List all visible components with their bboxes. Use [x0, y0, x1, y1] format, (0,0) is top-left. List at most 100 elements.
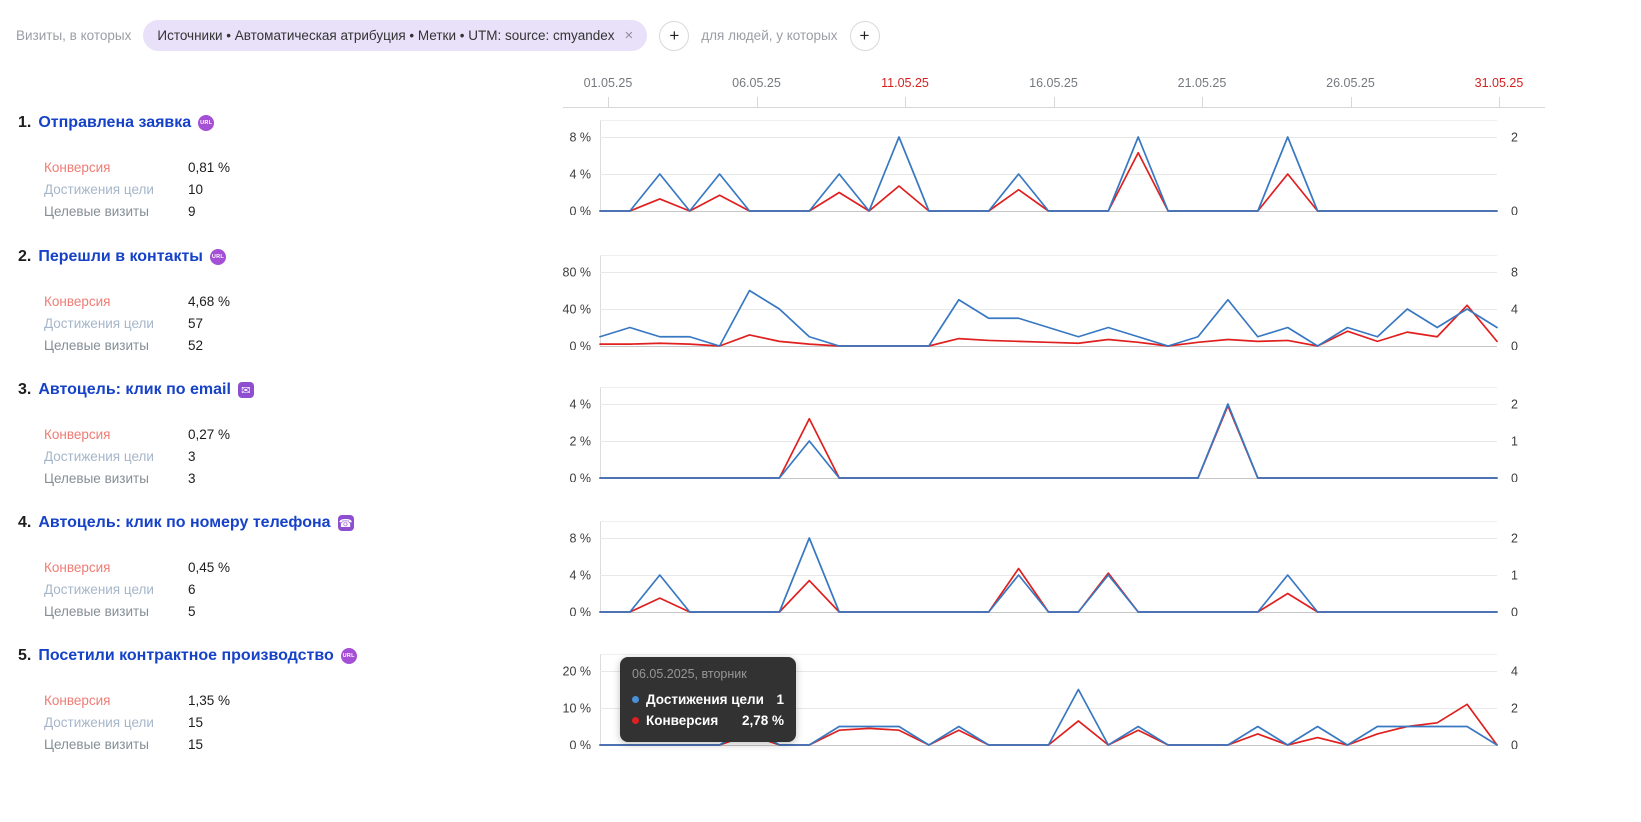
goal-chart-svg: 8 % 4 % 0 % 2 0 — [569, 120, 1518, 216]
left-axis-tick-label: 8 % — [569, 131, 591, 145]
right-axis-tick-label: 0 — [1511, 739, 1518, 750]
goal-reaches-value: 15 — [188, 714, 204, 730]
conversion-value: 1,35 % — [188, 692, 231, 708]
goal-visits-label: Целевые визиты — [44, 603, 149, 619]
url-badge-icon: URL — [198, 115, 215, 131]
goal-reaches-line — [599, 403, 1498, 479]
people-context-label: для людей, у которых — [701, 28, 838, 43]
conversion-value: 0,81 % — [188, 159, 231, 175]
goal-reaches-label: Достижения цели — [44, 181, 154, 197]
goal-title-link[interactable]: Автоцель: клик по номеру телефона — [38, 514, 331, 531]
goal-reaches-label: Достижения цели — [44, 315, 154, 331]
goal-title-link[interactable]: Посетили контрактное производство — [38, 647, 334, 664]
right-axis-tick-label: 4 — [1511, 665, 1518, 679]
right-axis-tick-label: 4 — [1511, 303, 1518, 317]
date-tick-label: 01.05.25 — [583, 76, 633, 90]
conversion-label: Конверсия — [44, 559, 111, 575]
goal-chart[interactable]: 8 % 4 % 0 % 2 0 — [540, 119, 1550, 215]
goal-row: 3. Автоцель: клик по email ✉ Конверсия 0,… — [18, 381, 558, 489]
goal-reaches-value: 6 — [188, 581, 196, 597]
tooltip-date: 06.05.2025, вторник — [632, 667, 747, 681]
left-axis-tick-label: 0 % — [569, 340, 591, 351]
goal-chart-svg: 8 % 4 % 0 % 2 1 0 — [569, 521, 1518, 617]
left-axis-tick-label: 10 % — [563, 702, 592, 716]
chart-tooltip: 06.05.2025, вторник Достижения цели 1 Ко… — [620, 657, 796, 742]
tooltip-conversion-value: 2,78 % — [741, 713, 784, 728]
goal-chart[interactable]: 4 % 2 % 0 % 2 1 0 — [540, 386, 1550, 482]
conversion-line — [599, 151, 1498, 212]
goal-reaches-label: Достижения цели — [44, 714, 154, 730]
goal-chart[interactable]: 8 % 4 % 0 % 2 1 0 — [540, 520, 1550, 616]
goal-row: 2. Перешли в контакты URL Конверсия 4,68 … — [18, 248, 558, 356]
reaches-dot-icon — [632, 696, 639, 703]
date-tick-mark — [1350, 97, 1352, 107]
tooltip-reaches-value: 1 — [776, 692, 784, 707]
conversion-dot-icon — [632, 717, 639, 724]
goal-visits-value: 9 — [188, 203, 196, 219]
segment-filter-chip[interactable]: Источники • Автоматическая атрибуция • М… — [143, 20, 648, 51]
tooltip-conversion-label: Конверсия — [646, 713, 719, 728]
right-axis-tick-label: 0 — [1511, 205, 1518, 216]
goal-reaches-line — [599, 537, 1498, 613]
right-axis-tick-label: 1 — [1511, 435, 1518, 449]
email-badge-icon: ✉ — [237, 382, 254, 398]
goal-visits-value: 15 — [188, 736, 204, 752]
goal-number: 5. — [18, 647, 32, 664]
left-axis-tick-label: 20 % — [563, 665, 592, 679]
goal-title-link[interactable]: Перешли в контакты — [38, 248, 203, 265]
goal-chart-svg: 80 % 40 % 0 % 8 4 0 — [563, 255, 1518, 351]
goal-reaches-label: Достижения цели — [44, 581, 154, 597]
right-axis-tick-label: 2 — [1511, 131, 1518, 145]
left-axis-tick-label: 80 % — [563, 266, 592, 280]
left-axis-tick-label: 0 % — [569, 606, 591, 617]
right-axis-tick-label: 2 — [1511, 702, 1518, 716]
goal-title-link[interactable]: Отправлена заявка — [38, 114, 192, 131]
conversion-label: Конверсия — [44, 293, 111, 309]
right-axis-tick-label: 0 — [1511, 472, 1518, 483]
goal-chart-svg: 4 % 2 % 0 % 2 1 0 — [569, 387, 1518, 483]
date-tick-label: 16.05.25 — [1029, 76, 1078, 90]
goal-reaches-value: 57 — [188, 315, 204, 331]
date-tick-label: 31.05.25 — [1474, 76, 1524, 90]
goal-title-link[interactable]: Автоцель: клик по email — [38, 381, 231, 398]
conversion-line — [599, 304, 1498, 347]
url-badge-icon: URL — [209, 249, 226, 265]
left-axis-tick-label: 0 % — [569, 739, 591, 750]
date-axis: 01.05.25 06.05.25 11.05.25 16.05.25 21.05.25… — [0, 70, 1641, 108]
left-axis-tick-label: 2 % — [569, 435, 591, 449]
left-axis-tick-label: 0 % — [569, 472, 591, 483]
conversion-label: Конверсия — [44, 426, 111, 442]
goal-visits-label: Целевые визиты — [44, 337, 149, 353]
left-axis-tick-label: 4 % — [569, 569, 591, 583]
date-tick-mark — [608, 97, 609, 107]
goal-number: 3. — [18, 381, 32, 398]
visits-context-label: Визиты, в которых — [16, 28, 132, 43]
left-axis-tick-label: 4 % — [569, 168, 591, 182]
goal-row: 5. Посетили контрактное производство URL… — [18, 647, 558, 755]
right-axis-tick-label: 2 — [1511, 532, 1518, 546]
goal-reaches-value: 3 — [188, 448, 196, 464]
remove-filter-icon[interactable]: × — [624, 26, 634, 44]
add-people-condition-button[interactable]: + — [849, 20, 880, 51]
right-axis-tick-label: 1 — [1511, 569, 1518, 583]
left-axis-tick-label: 40 % — [563, 303, 592, 317]
goal-number: 2. — [18, 248, 32, 265]
goal-visits-label: Целевые визиты — [44, 203, 149, 219]
filter-bar: Визиты, в которых Источники • Автоматиче… — [16, 20, 880, 51]
left-axis-tick-label: 0 % — [569, 205, 591, 216]
goal-chart[interactable]: 80 % 40 % 0 % 8 4 0 — [540, 254, 1550, 350]
tooltip-reaches-label: Достижения цели — [646, 692, 764, 707]
right-axis-tick-label: 2 — [1511, 398, 1518, 412]
date-tick-mark — [1499, 97, 1500, 107]
goal-reaches-value: 10 — [188, 181, 204, 197]
add-visit-condition-button[interactable]: + — [659, 20, 690, 51]
goal-visits-value: 5 — [188, 603, 196, 619]
goal-row: 1. Отправлена заявка URL Конверсия 0,81 %… — [18, 114, 558, 222]
url-badge-icon: URL — [340, 648, 357, 664]
conversion-label: Конверсия — [44, 692, 111, 708]
goal-visits-value: 52 — [188, 337, 204, 353]
goal-reaches-line — [599, 289, 1498, 347]
date-tick-mark — [905, 97, 906, 107]
right-axis-tick-label: 8 — [1511, 266, 1518, 280]
date-tick-mark — [1053, 97, 1055, 107]
